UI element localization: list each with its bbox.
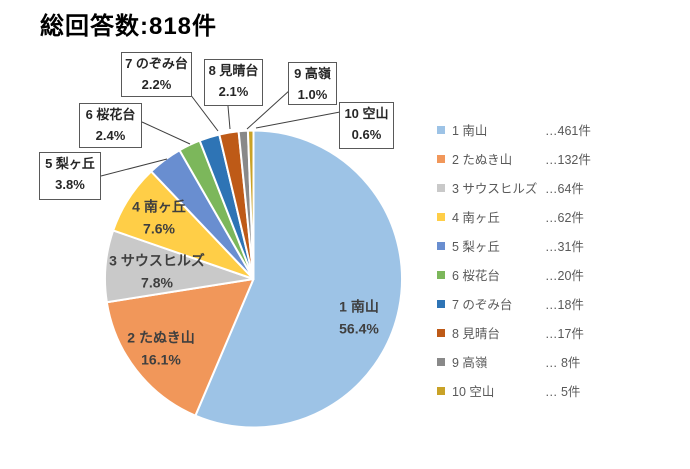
legend-item-count: …461件 (545, 124, 591, 138)
legend-item-9: 9 高嶺 … 8件 (437, 347, 591, 376)
legend-item-4: 4 南ヶ丘 …62件 (437, 202, 591, 231)
slice-label-minamiyama: 1 南山 56.4% (339, 296, 379, 339)
slice-label-tanukiyama: 2 たぬき山 16.1% (127, 327, 194, 370)
callout-pct: 2.4% (95, 127, 126, 143)
legend-swatch-icon (437, 386, 445, 395)
leader-line-7 (186, 89, 219, 132)
legend-swatch-icon (437, 328, 445, 337)
slice-label-minamigaoka: 4 南ヶ丘 7.6% (132, 196, 186, 239)
callout-label-sorayama: 10 空山 0.6% (339, 102, 394, 149)
leader-line-8 (227, 105, 231, 130)
slice-label-name: 2 たぬき山 (127, 329, 195, 346)
legend-swatch-icon (437, 125, 445, 134)
legend-swatch-icon (437, 154, 445, 163)
legend-item-count: …64件 (545, 182, 584, 196)
legend-item-count: …20件 (545, 269, 584, 283)
callout-label-miharashidai: 8 見晴台 2.1% (204, 59, 263, 106)
legend-item-name: 1 南山 (452, 124, 488, 138)
slice-label-name: 4 南ヶ丘 (132, 198, 186, 215)
legend-item-name: 9 高嶺 (452, 356, 488, 370)
callout-name: 10 空山 (344, 106, 389, 121)
legend-swatch-icon (437, 299, 445, 308)
legend-swatch-icon (437, 183, 445, 192)
pie-slices (104, 129, 404, 429)
legend-item-10: 10 空山 … 5件 (437, 376, 591, 405)
callout-label-takane: 9 高嶺 1.0% (288, 62, 337, 105)
slice-label-pct: 56.4% (339, 320, 379, 336)
slice-label-name: 1 南山 (339, 298, 379, 315)
legend-item-count: … 5件 (545, 385, 581, 399)
pie-slice-2 (105, 278, 255, 417)
legend-item-1: 1 南山 …461件 (437, 115, 591, 144)
leader-line-9 (246, 89, 291, 130)
legend-item-2: 2 たぬき山 …132件 (437, 144, 591, 173)
slice-label-pct: 7.8% (141, 274, 173, 290)
leader-line-10 (255, 111, 341, 129)
slice-label-southhills: 3 サウスヒルズ 7.8% (109, 250, 205, 293)
legend-item-5: 5 梨ヶ丘 …31件 (437, 231, 591, 260)
callout-label-okadai: 6 桜花台 2.4% (79, 103, 142, 148)
legend-item-name: 5 梨ヶ丘 (452, 240, 500, 254)
legend-item-8: 8 見晴台 …17件 (437, 318, 591, 347)
legend-item-6: 6 桜花台 …20件 (437, 260, 591, 289)
callout-pct: 0.6% (351, 126, 382, 142)
legend-swatch-icon (437, 241, 445, 250)
legend-swatch-icon (437, 357, 445, 366)
legend-item-name: 3 サウスヒルズ (452, 182, 538, 196)
legend-item-count: …132件 (545, 153, 591, 167)
callout-name: 5 梨ヶ丘 (45, 156, 95, 171)
callout-pct: 2.1% (218, 83, 249, 99)
pie-slice-10 (246, 129, 255, 280)
chart-title: 総回答数:818件 (40, 13, 218, 40)
callout-label-nashigaoka: 5 梨ヶ丘 3.8% (39, 152, 101, 200)
legend-item-7: 7 のぞみ台 …18件 (437, 289, 591, 318)
leader-line-6 (141, 121, 191, 145)
callout-name: 9 高嶺 (294, 66, 331, 81)
legend-item-count: …62件 (545, 211, 584, 225)
callout-name: 6 桜花台 (85, 107, 136, 122)
legend-item-name: 10 空山 (452, 385, 495, 399)
legend-item-3: 3 サウスヒルズ …64件 (437, 173, 591, 202)
legend-item-count: …17件 (545, 327, 584, 341)
callout-pct: 3.8% (55, 176, 85, 192)
legend-item-name: 2 たぬき山 (452, 153, 513, 167)
leader-line-5 (100, 158, 168, 177)
callout-label-nozomidai: 7 のぞみ台 2.2% (121, 52, 192, 97)
callout-name: 7 のぞみ台 (125, 56, 188, 71)
legend-item-name: 6 桜花台 (452, 269, 500, 283)
legend-item-count: …18件 (545, 298, 584, 312)
callout-pct: 2.2% (141, 76, 172, 92)
chart-legend: 1 南山 …461件 2 たぬき山 …132件 3 サウスヒルズ …64件 4 南ヶ丘 …62… (437, 115, 591, 405)
legend-item-count: …31件 (545, 240, 584, 254)
leader-lines (100, 89, 341, 177)
legend-item-count: … 8件 (545, 356, 581, 370)
pie-slice-1 (194, 129, 404, 429)
callout-name: 8 見晴台 (208, 63, 259, 78)
legend-item-name: 8 見晴台 (452, 327, 500, 341)
legend-item-name: 7 のぞみ台 (452, 298, 513, 312)
slice-label-pct: 16.1% (141, 351, 181, 367)
legend-item-name: 4 南ヶ丘 (452, 211, 500, 225)
slice-label-pct: 7.6% (143, 220, 175, 236)
callout-pct: 1.0% (297, 86, 328, 102)
slice-label-name: 3 サウスヒルズ (109, 252, 205, 269)
legend-swatch-icon (437, 270, 445, 279)
legend-swatch-icon (437, 212, 445, 221)
